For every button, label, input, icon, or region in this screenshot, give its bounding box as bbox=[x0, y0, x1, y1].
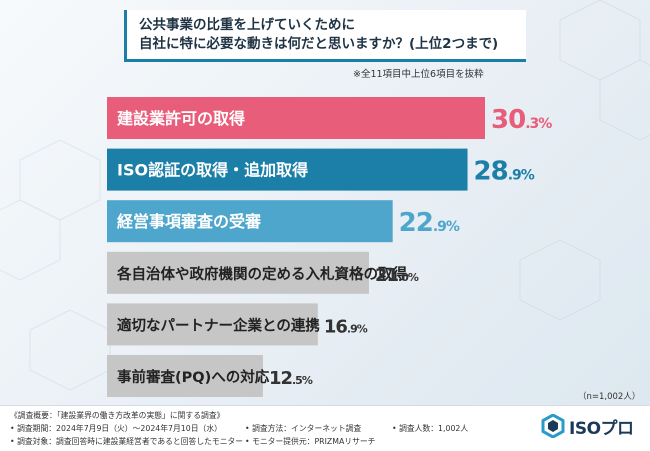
footer-provider: • モニター提供元：PRIZMAリサーチ bbox=[245, 437, 376, 446]
bar-chart: 建設業許可の取得 30.3%ISO認証の取得・追加取得 28.9%経営事項審査の受審… bbox=[107, 97, 553, 397]
bar-category-label: 事前審査(PQ)への対応 bbox=[117, 368, 270, 386]
bar-group: ISO認証の取得・追加取得 28.9% bbox=[107, 148, 536, 191]
footer-method: • 調査方法：インターネット調査 bbox=[245, 424, 362, 433]
bar bbox=[107, 148, 468, 191]
bar-value-label: 22.9% bbox=[399, 208, 460, 238]
hexagon-pattern bbox=[0, 0, 650, 391]
bar bbox=[107, 355, 263, 397]
bar-value-decimal: .9% bbox=[347, 322, 368, 335]
bar-value-label: 21.0% bbox=[375, 265, 419, 286]
bar-category-label: 経営事項審査の受審 bbox=[117, 212, 262, 231]
bar-group: 適切なパートナー企業との連携 16.9% bbox=[107, 303, 369, 346]
bar-group: 経営事項審査の受審 22.9% bbox=[107, 200, 461, 243]
bar-value-label: 16.9% bbox=[324, 316, 368, 337]
bar-value-decimal: .9% bbox=[433, 219, 460, 235]
logo-text: ISOプロ bbox=[569, 418, 634, 439]
footer-count: • 調査人数：1,002人 bbox=[392, 424, 469, 433]
bar-value-label: 30.3% bbox=[491, 105, 552, 135]
bar-value-label: 12.5% bbox=[269, 368, 313, 389]
bar-category-label: 建設業許可の取得 bbox=[117, 109, 245, 128]
bar-value-decimal: .0% bbox=[398, 271, 419, 284]
footer-survey-name: 《調査概要：「建設業界の働き方改革の実態」に関する調査》 bbox=[10, 411, 225, 420]
bar-value-decimal: .9% bbox=[508, 168, 535, 184]
bar-group: 事前審査(PQ)への対応 12.5% bbox=[107, 355, 314, 397]
subnote: ※全11項目中上位6項目を抜粋 bbox=[353, 69, 484, 80]
hexagon-logo-icon bbox=[541, 414, 565, 438]
bar bbox=[107, 97, 485, 139]
footer-target: • 調査対象：調査回答時に建設業経営者であると回答したモニター bbox=[10, 437, 244, 446]
question-title-box: 公共事業の比重を上げていくために 自社に特に必要な動きは何だと思いますか？(上位… bbox=[124, 10, 526, 62]
bar-group: 建設業許可の取得 30.3% bbox=[107, 97, 553, 139]
bar-value-integer: 30 bbox=[491, 105, 525, 135]
bar-value-integer: 21 bbox=[375, 265, 399, 286]
bar-value-integer: 16 bbox=[324, 316, 348, 337]
question-title-line2: 自社に特に必要な動きは何だと思いますか？(上位2つまで) bbox=[139, 36, 499, 52]
bar-value-decimal: .5% bbox=[292, 374, 313, 387]
bar-category-label: 適切なパートナー企業との連携 bbox=[117, 316, 320, 334]
footer-period: • 調査期間：2024年7月9日（火）～2024年7月10日（水） bbox=[10, 424, 222, 433]
bar-value-integer: 12 bbox=[269, 368, 292, 389]
bar bbox=[107, 200, 393, 243]
sample-size: （n=1,002人） bbox=[578, 392, 641, 402]
bar-category-label: ISO認証の取得・追加取得 bbox=[117, 161, 308, 180]
bar bbox=[107, 251, 369, 294]
bar-value-integer: 28 bbox=[474, 157, 508, 187]
bar-category-label: 各自治体や政府機関の定める入札資格の取得 bbox=[116, 265, 407, 283]
survey-footer: 《調査概要：「建設業界の働き方改革の実態」に関する調査》 • 調査期間：2024… bbox=[0, 405, 650, 451]
bar-value-label: 28.9% bbox=[474, 157, 535, 187]
question-title-line1: 公共事業の比重を上げていくために bbox=[139, 17, 355, 33]
bar-value-integer: 22 bbox=[399, 208, 433, 238]
bar-value-decimal: .3% bbox=[525, 116, 552, 132]
bar bbox=[107, 303, 318, 346]
isopro-logo: ISOプロ bbox=[541, 413, 634, 439]
